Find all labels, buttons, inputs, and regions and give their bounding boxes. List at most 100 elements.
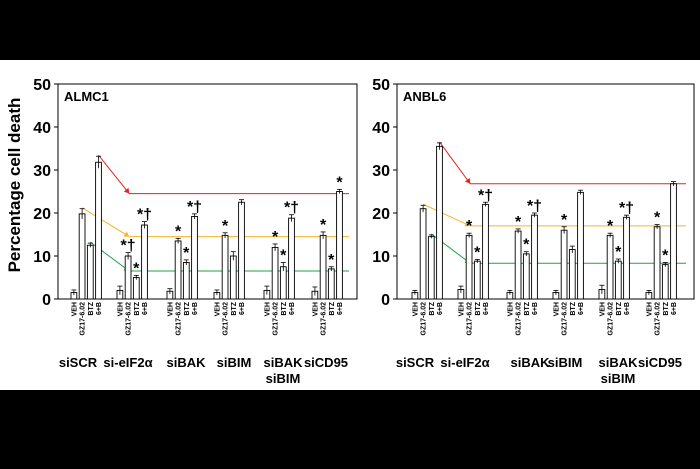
bar-label: GZ17-6.02	[608, 302, 615, 336]
bar-label: 6+B	[532, 302, 539, 315]
bar-label: VEH	[553, 302, 560, 316]
bar	[221, 234, 229, 300]
bar-label: GZ17-6.02	[655, 302, 662, 336]
y-tick-label: 40	[33, 120, 51, 137]
bar	[482, 203, 489, 300]
bar	[124, 255, 132, 300]
bar	[288, 217, 295, 300]
bar	[577, 191, 584, 300]
bar-label: VEH	[599, 302, 606, 316]
bar	[86, 244, 94, 300]
bar	[419, 208, 427, 300]
trend-arrowhead	[123, 187, 130, 194]
y-tick-label: 50	[372, 77, 390, 94]
significance-mark: *†	[284, 200, 299, 217]
plot-frame	[57, 83, 358, 300]
bar	[271, 246, 279, 300]
bar-label: VEH	[214, 302, 221, 316]
bar-label: VEH	[507, 302, 514, 316]
bar-label: 6+B	[483, 302, 490, 315]
bar	[623, 216, 630, 300]
significance-mark: *†	[121, 238, 136, 255]
bar	[661, 264, 669, 300]
y-tick-label: 0	[42, 292, 51, 309]
bar-label: BTZ	[231, 301, 238, 315]
bar	[174, 240, 182, 300]
bar-label: VEH	[412, 302, 419, 316]
bar-label: VEH	[167, 302, 174, 316]
group-label: siBIM	[548, 355, 583, 370]
bar-label: BTZ	[663, 301, 670, 315]
bar-label: 6+B	[192, 302, 199, 315]
bar-label: BTZ	[329, 301, 336, 315]
bar-label: BTZ	[88, 301, 95, 315]
y-tick-label: 10	[33, 249, 51, 266]
bar	[191, 215, 198, 300]
significance-mark: *	[183, 245, 190, 262]
bar	[132, 277, 140, 300]
significance-mark: *	[561, 212, 568, 229]
bar	[522, 253, 530, 300]
bar-label: GZ17-6.02	[467, 302, 474, 336]
significance-mark: *†	[527, 198, 542, 215]
bar	[95, 161, 102, 300]
bar	[670, 183, 677, 300]
group-label: siSCR	[59, 355, 98, 370]
bar-label: BTZ	[134, 301, 141, 315]
significance-mark: *	[222, 218, 229, 235]
significance-mark: *	[466, 218, 473, 235]
group-label: siSCR	[396, 355, 435, 370]
bar-label: BTZ	[281, 301, 288, 315]
figure-background	[0, 60, 700, 390]
significance-mark: *	[328, 252, 335, 269]
group-label: siBAK siBIM	[263, 355, 303, 386]
bar	[560, 229, 568, 300]
significance-mark: *	[662, 247, 669, 264]
bar-label: 6+B	[624, 302, 631, 315]
bar-label: VEH	[264, 302, 271, 316]
group-label-line: siBIM	[601, 371, 636, 386]
group-label-line: siBIM	[266, 371, 301, 386]
bar	[427, 236, 435, 300]
bar-label: 6+B	[578, 302, 585, 315]
significance-mark: *	[523, 237, 530, 254]
bar	[229, 255, 237, 300]
bar-label: 6+B	[437, 302, 444, 315]
bar-label: BTZ	[616, 301, 623, 315]
bar-label: GZ17-6.02	[562, 302, 569, 336]
significance-mark: *	[615, 244, 622, 261]
significance-mark: *	[133, 260, 140, 277]
bar	[653, 226, 661, 300]
plot-frame	[396, 83, 695, 300]
bar-label: VEH	[117, 302, 124, 316]
bar	[319, 234, 327, 300]
significance-mark: *†	[187, 199, 202, 216]
bar-label: GZ17-6.02	[126, 302, 133, 336]
trend-arrowhead	[464, 177, 471, 184]
bar	[279, 266, 287, 300]
bar-label: GZ17-6.02	[80, 302, 87, 336]
bar-label: BTZ	[570, 301, 577, 315]
y-tick-label: 0	[381, 292, 390, 309]
bar	[531, 214, 538, 300]
bar	[182, 262, 190, 300]
bar-label: GZ17-6.02	[273, 302, 280, 336]
bar-label: 6+B	[671, 302, 678, 315]
group-label: siBIM	[217, 355, 252, 370]
y-tick-label: 50	[33, 77, 51, 94]
y-tick-label: 40	[372, 120, 390, 137]
group-label: siCD95	[638, 355, 682, 370]
bar-label: VEH	[71, 302, 78, 316]
bar	[141, 224, 148, 300]
bar	[238, 201, 245, 300]
significance-mark: *	[272, 229, 279, 246]
y-axis-label: Percentage cell death	[5, 98, 24, 273]
bar-label: 6+B	[96, 302, 103, 315]
significance-mark: *†	[478, 187, 493, 204]
significance-mark: *	[654, 210, 661, 227]
trend-arrowhead	[464, 221, 471, 227]
bar	[336, 191, 343, 300]
bar-label: 6+B	[337, 302, 344, 315]
bar-label: BTZ	[524, 301, 531, 315]
